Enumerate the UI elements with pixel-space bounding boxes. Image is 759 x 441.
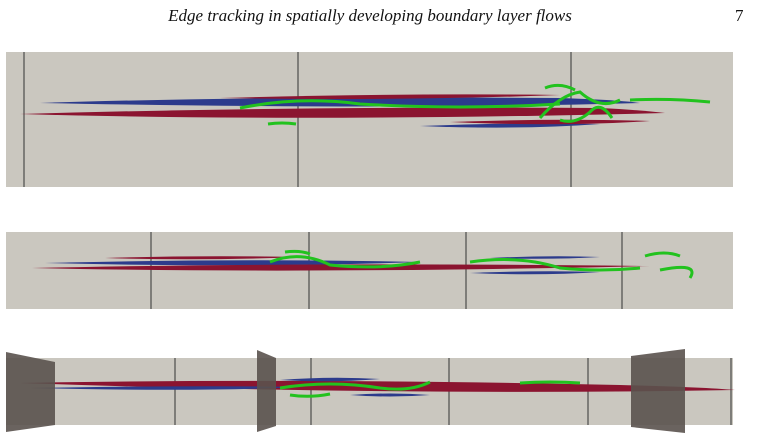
panel-bottom xyxy=(6,349,735,433)
panel-middle xyxy=(6,232,733,309)
page-number: 7 xyxy=(735,6,744,25)
panel-top xyxy=(6,52,733,187)
running-title: Edge tracking in spatially developing bo… xyxy=(168,6,572,25)
